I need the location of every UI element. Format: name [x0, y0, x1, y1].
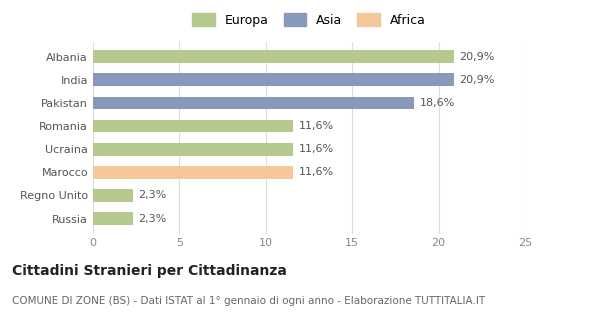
Bar: [93, 143, 293, 156]
Text: COMUNE DI ZONE (BS) - Dati ISTAT al 1° gennaio di ogni anno - Elaborazione TUTTI: COMUNE DI ZONE (BS) - Dati ISTAT al 1° g…: [12, 296, 485, 306]
Bar: [93, 212, 133, 225]
Text: 20,9%: 20,9%: [460, 52, 495, 62]
Text: 11,6%: 11,6%: [299, 121, 334, 131]
Bar: [93, 189, 133, 202]
Text: 2,3%: 2,3%: [138, 213, 166, 223]
Text: 2,3%: 2,3%: [138, 190, 166, 200]
Bar: [93, 50, 454, 63]
Bar: [93, 166, 293, 179]
Text: 11,6%: 11,6%: [299, 144, 334, 154]
Bar: [93, 120, 293, 132]
Text: 18,6%: 18,6%: [419, 98, 455, 108]
Legend: Europa, Asia, Africa: Europa, Asia, Africa: [187, 8, 431, 31]
Text: 20,9%: 20,9%: [460, 75, 495, 85]
Bar: [93, 97, 415, 109]
Text: 11,6%: 11,6%: [299, 167, 334, 177]
Text: Cittadini Stranieri per Cittadinanza: Cittadini Stranieri per Cittadinanza: [12, 264, 287, 278]
Bar: [93, 74, 454, 86]
